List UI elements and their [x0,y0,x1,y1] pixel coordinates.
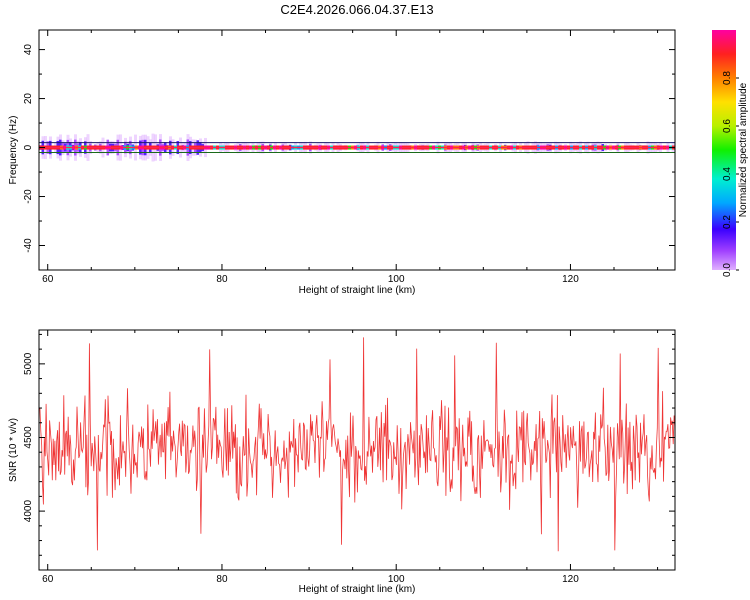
snr-x-label: Height of straight line (km) [299,584,416,595]
chart-title: C2E4.2026.066.04.37.E13 [280,2,433,17]
spectrogram-signal [39,133,675,162]
spectrogram-y-tick-label: -20 [23,189,34,204]
spectrogram-x-tick-label: 80 [216,274,228,285]
snr-panel: 60 80 100 120 4000 4500 5000 Height of straig… [8,329,676,595]
snr-frame [38,329,676,571]
spectrogram-x-tick-label: 120 [562,274,579,285]
snr-x-tick-label: 60 [42,574,54,585]
spectrogram-x-label: Height of straight line (km) [299,285,416,296]
colorbar: 0.0 0.2 0.4 0.6 0.8 Normalized spectral ampl… [712,30,749,277]
spectrogram-frame [38,29,676,271]
spectrogram-y-label: Frequency (Hz) [8,116,19,185]
colorbar-tick-label: 0.6 [722,119,733,133]
spectrogram-y-tick-label: 40 [23,44,34,56]
snr-series-line [39,337,675,552]
spectrogram-y-tick-label: -40 [23,238,34,253]
spectrogram-y-tick-label: 0 [23,144,34,150]
spectrogram-y-axis: -40 -20 0 20 40 [23,44,675,271]
colorbar-tick-label: 0.0 [722,263,733,277]
colorbar-ticks: 0.0 0.2 0.4 0.6 0.8 [722,71,739,277]
snr-x-tick-label: 100 [388,574,405,585]
snr-y-label: SNR (10 * v/v) [8,418,19,482]
colorbar-tick-label: 0.4 [722,167,733,181]
snr-y-tick-label: 4500 [23,426,34,449]
colorbar-label: Normalized spectral amplitude [738,82,749,217]
snr-x-tick-label: 120 [562,574,579,585]
snr-y-axis: 4000 4500 5000 [23,333,675,571]
snr-x-tick-label: 80 [216,574,228,585]
spectrogram-x-axis: 60 80 100 120 [42,30,659,285]
spectrogram-panel: 60 80 100 120 -40 -20 0 20 40 Height of straigh… [8,29,676,296]
spectrogram-x-tick-label: 100 [388,274,405,285]
snr-x-axis: 60 80 100 120 [42,330,659,585]
spectrogram-x-tick-label: 60 [42,274,54,285]
colorbar-gradient [712,30,736,270]
colorbar-tick-label: 0.8 [722,71,733,85]
spectrogram-y-tick-label: 20 [23,93,34,105]
snr-y-tick-label: 4000 [23,500,34,523]
snr-y-tick-label: 5000 [23,352,34,375]
colorbar-tick-label: 0.2 [722,215,733,229]
